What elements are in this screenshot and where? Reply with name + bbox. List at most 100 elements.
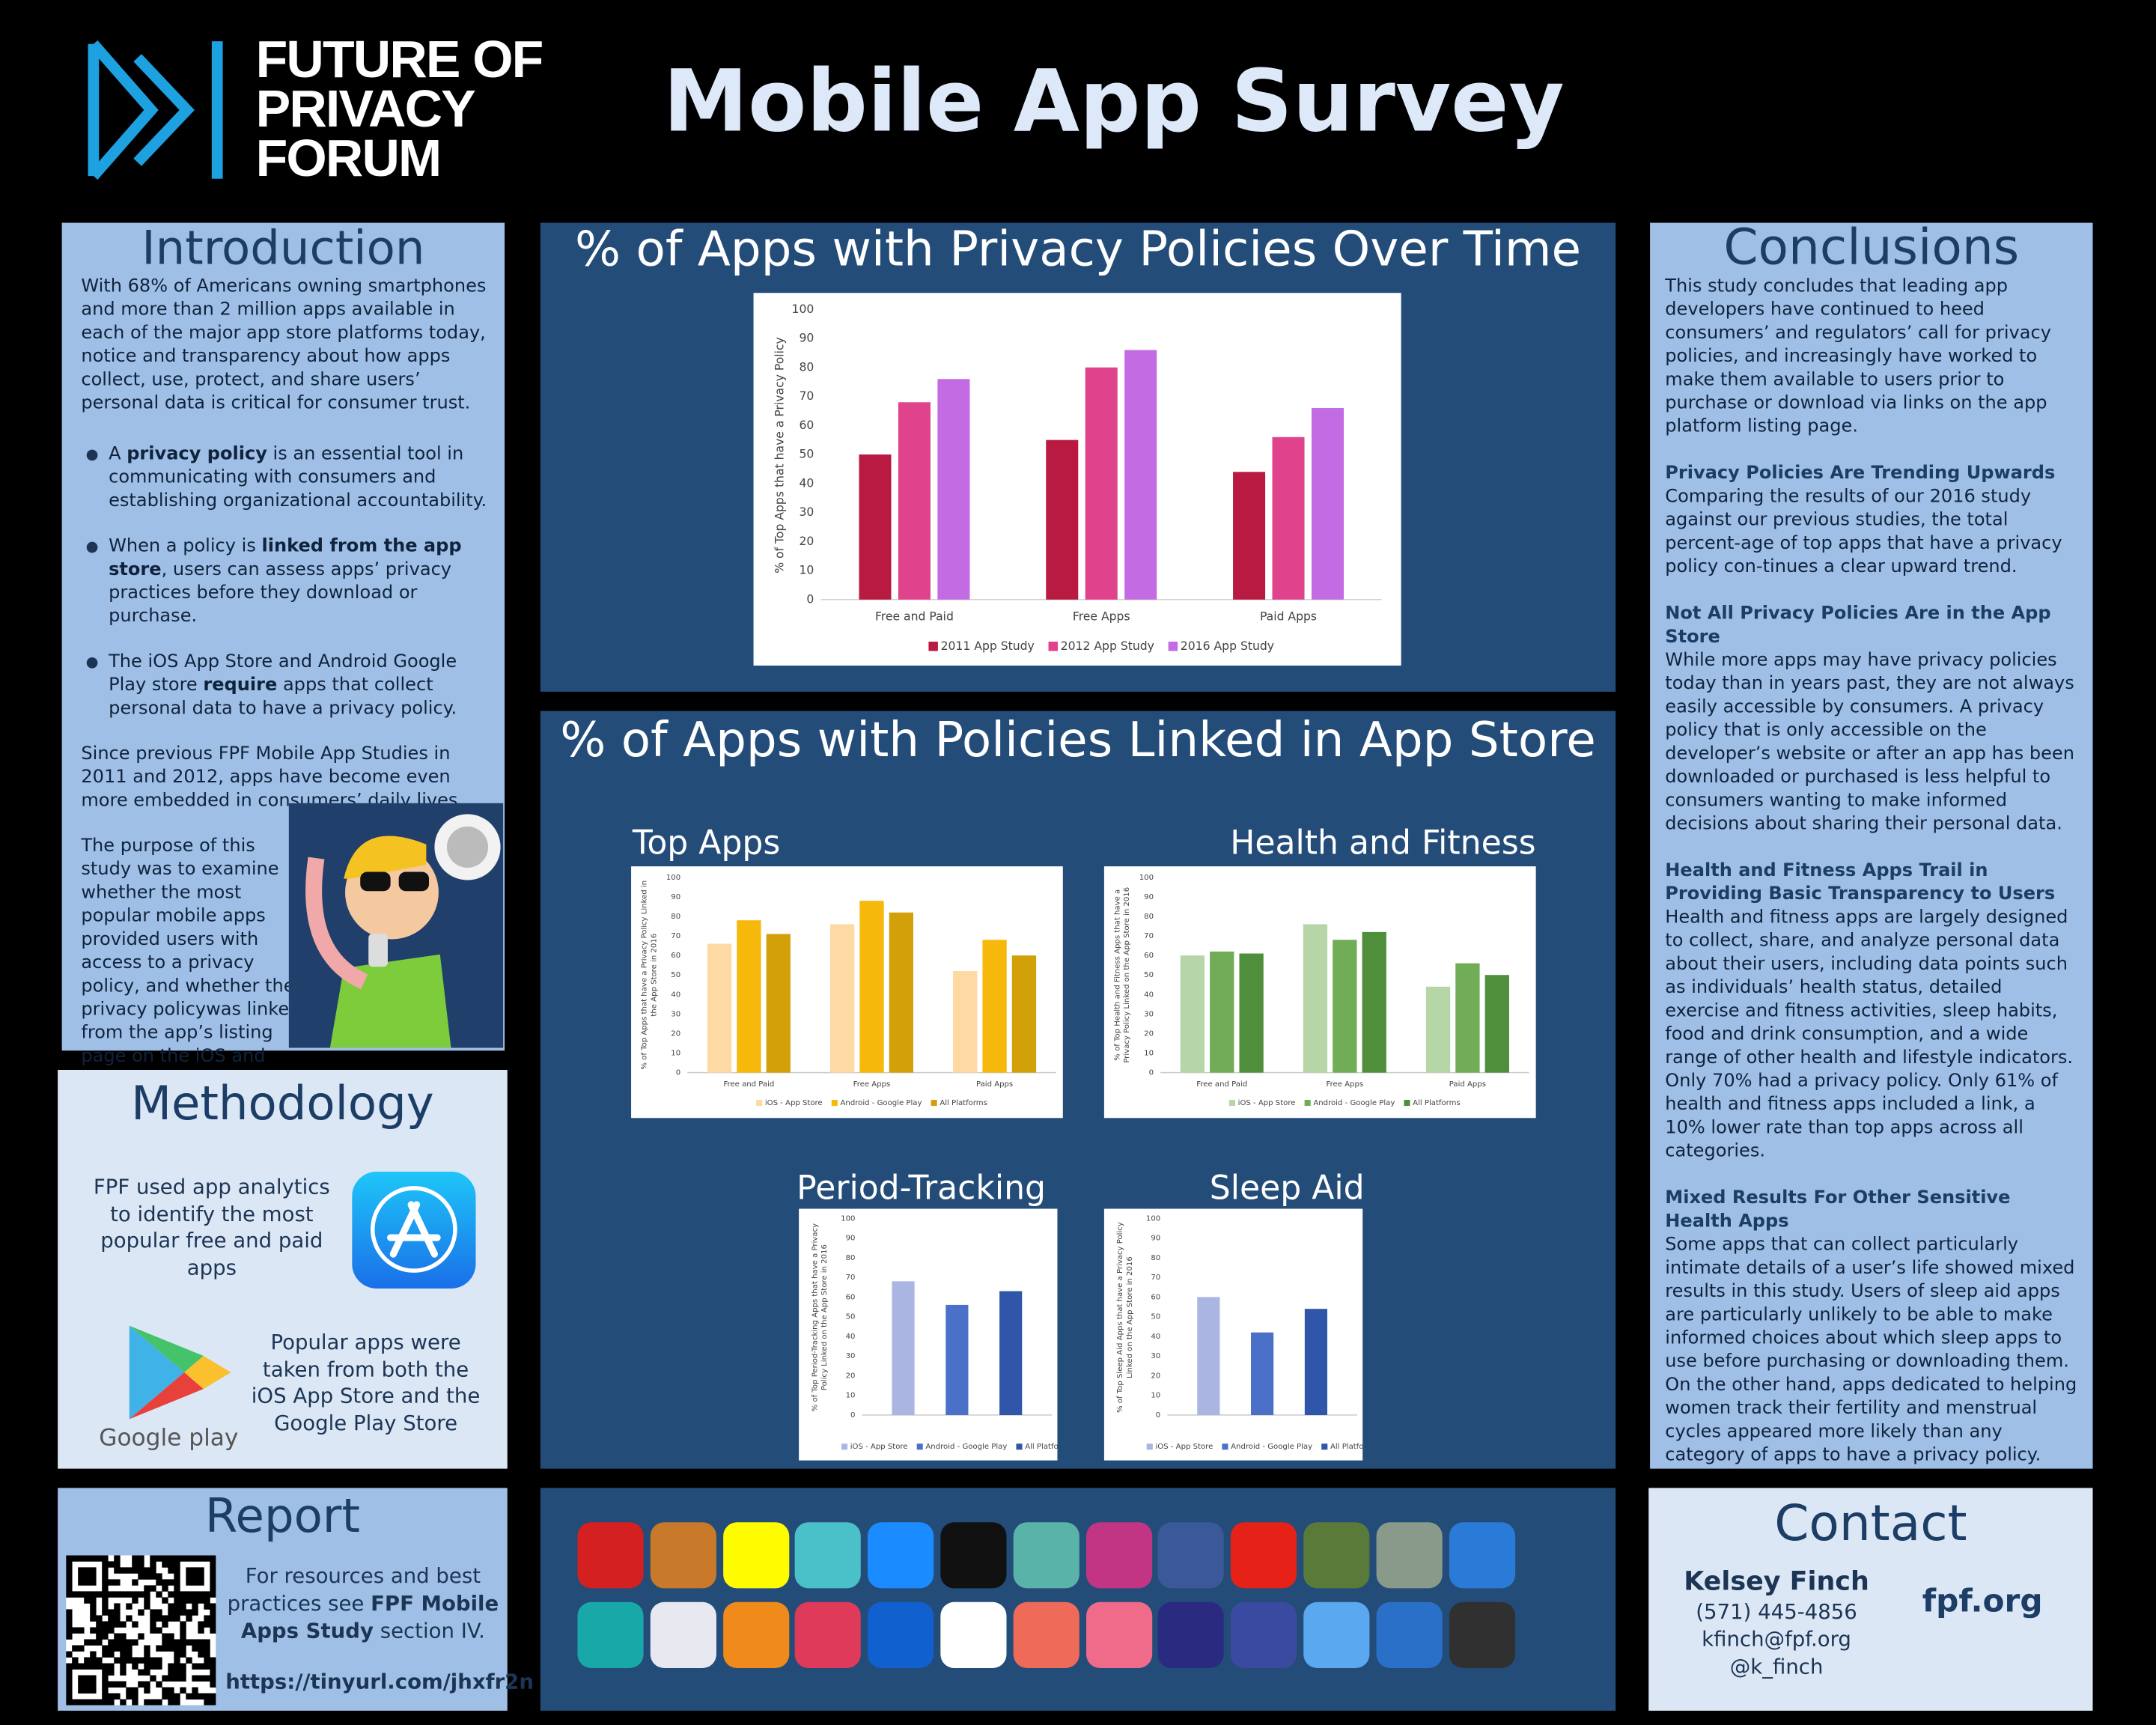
section-title: Conclusions — [1723, 219, 2020, 277]
app-icon — [1231, 1601, 1297, 1668]
qr-cell — [168, 1699, 174, 1706]
text-bold: linked from the app store — [109, 536, 462, 581]
qr-cell — [204, 1675, 210, 1682]
bar — [1233, 472, 1266, 600]
legend-swatch — [1228, 1100, 1235, 1107]
qr-cell — [186, 1615, 192, 1622]
qr-cell — [138, 1633, 144, 1640]
qr-cell — [192, 1573, 198, 1580]
legend-label: All Platforms — [1330, 1443, 1362, 1451]
subsection-heading: Privacy Policies Are Trending Upwards — [1665, 463, 2056, 484]
qr-cell — [180, 1639, 186, 1646]
legend-label: Android - Google Play — [1231, 1443, 1312, 1451]
qr-cell — [138, 1567, 144, 1574]
logo-text: FUTURE OF PRIVACY FORUM — [256, 34, 544, 186]
qr-cell — [78, 1579, 85, 1586]
qr-cell — [102, 1663, 109, 1670]
qr-cell — [132, 1579, 138, 1586]
y-tick-label: 10 — [1144, 1050, 1154, 1058]
qr-cell — [144, 1573, 150, 1580]
contact-site[interactable]: fpf.org — [1922, 1583, 2043, 1620]
qr-cell — [132, 1639, 138, 1646]
qr-cell — [210, 1627, 216, 1634]
qr-cell — [198, 1579, 204, 1586]
y-tick-label: 60 — [1144, 952, 1154, 960]
bullet: When a policy is linked from the app sto… — [81, 535, 488, 628]
qr-cell — [102, 1651, 109, 1658]
qr-cell — [132, 1567, 138, 1574]
qr-cell — [168, 1555, 174, 1562]
qr-cell — [120, 1639, 127, 1646]
qr-cell — [108, 1645, 115, 1652]
qr-cell — [150, 1657, 156, 1664]
qr-cell — [108, 1579, 115, 1586]
legend-swatch — [916, 1443, 923, 1450]
app-icon — [1158, 1601, 1225, 1668]
qr-cell — [138, 1669, 144, 1676]
qr-cell — [168, 1609, 174, 1616]
qr-cell — [144, 1663, 150, 1670]
qr-cell — [66, 1591, 73, 1598]
qr-cell — [180, 1609, 186, 1616]
qr-cell — [198, 1663, 204, 1670]
chart-title: Period-Tracking — [797, 1169, 1047, 1208]
qr-cell — [144, 1681, 150, 1688]
qr-cell — [162, 1693, 168, 1700]
qr-cell — [114, 1615, 121, 1622]
y-tick-label: 100 — [1139, 874, 1154, 882]
qr-cell — [192, 1687, 198, 1694]
qr-cell — [144, 1651, 150, 1658]
qr-cell — [78, 1645, 85, 1652]
qr-cell — [192, 1609, 198, 1616]
legend: iOS - App Store Android - Google Play All … — [756, 1099, 987, 1107]
qr-cell — [162, 1615, 168, 1622]
app-icon — [940, 1522, 1007, 1589]
bar — [1333, 940, 1357, 1073]
qr-cell — [126, 1645, 133, 1652]
chart-title: % of Apps with Privacy Policies Over Tim… — [574, 222, 1582, 279]
qr-cell — [96, 1633, 103, 1640]
legend-label: All Platforms — [1413, 1099, 1461, 1107]
y-tick-label: 10 — [799, 564, 814, 577]
qr-cell — [66, 1693, 73, 1700]
qr-cell — [192, 1603, 198, 1610]
qr-cell — [168, 1561, 174, 1568]
qr-cell — [180, 1645, 186, 1652]
qr-cell — [108, 1615, 115, 1622]
qr-cell — [132, 1687, 138, 1694]
qr-cell — [210, 1615, 216, 1622]
qr-cell — [210, 1591, 216, 1598]
qr-cell — [90, 1699, 97, 1706]
qr-cell — [186, 1693, 192, 1700]
qr-cell — [174, 1699, 180, 1706]
y-tick-label: 20 — [1151, 1372, 1160, 1380]
text-bold: require — [203, 675, 278, 696]
app-icon — [722, 1601, 789, 1668]
qr-cell — [210, 1681, 216, 1688]
subsection: Mixed Results For Other Sensitive Health… — [1665, 1187, 2079, 1467]
qr-cell — [102, 1699, 109, 1706]
bar — [898, 402, 931, 600]
qr-cell — [138, 1591, 144, 1598]
qr-cell — [180, 1633, 186, 1640]
legend-label: All Platforms — [1025, 1443, 1057, 1451]
qr-cell — [108, 1693, 115, 1700]
qr-cell — [162, 1555, 168, 1562]
y-axis-label: % of Top Health and Fitness Apps that ha… — [1113, 886, 1132, 1063]
contact-email[interactable]: kfinch@fpf.org — [1702, 1626, 1851, 1652]
y-tick-label: 20 — [1144, 1029, 1154, 1038]
y-tick-label: 40 — [1151, 1333, 1160, 1341]
qr-cell — [78, 1699, 85, 1706]
qr-cell — [90, 1675, 97, 1682]
qr-cell — [90, 1573, 97, 1580]
qr-cell — [150, 1621, 156, 1628]
bar — [1455, 963, 1480, 1073]
qr-cell — [144, 1699, 150, 1706]
legend: iOS - App Store Android - Google Play All … — [1146, 1443, 1378, 1451]
qr-cell — [180, 1597, 186, 1604]
paragraph: This study concludes that leading app de… — [1665, 276, 2051, 438]
qr-cell — [168, 1669, 174, 1676]
contact-details: Kelsey Finch (571) 445-4856 kfinch@fpf.o… — [1676, 1565, 1877, 1680]
report-link[interactable]: https://tinyurl.com/jhxfr2n — [225, 1669, 534, 1694]
qr-cell — [198, 1675, 204, 1682]
